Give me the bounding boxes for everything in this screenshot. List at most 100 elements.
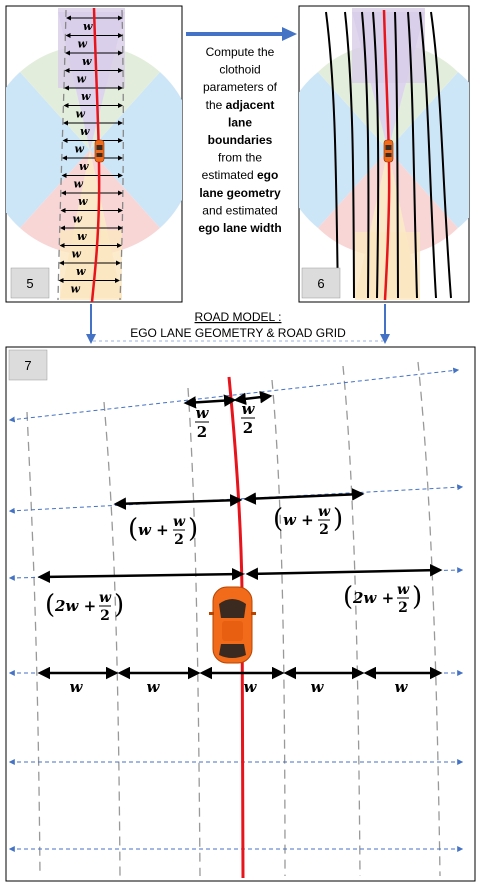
lane-grid-boundary [271, 379, 286, 877]
svg-text:w: w [397, 582, 410, 598]
adjacent-lane-boundaries-6 [325, 11, 452, 299]
svg-text:w +: w + [283, 511, 314, 529]
svg-text:w +: w + [138, 521, 169, 539]
svg-text:(: ( [128, 514, 138, 544]
description-line: boundaries [208, 133, 273, 147]
width-symbol: w [81, 90, 91, 103]
width-symbol: w [80, 125, 90, 138]
svg-text:2: 2 [197, 423, 207, 441]
lane-width-label: w [244, 678, 258, 696]
svg-text:): ) [333, 504, 343, 534]
description-line: lane geometry [199, 186, 281, 200]
lane-grid-boundary [342, 365, 361, 877]
description-line: Compute the [206, 45, 275, 59]
width-measure-arrow [233, 390, 273, 406]
description-line: parameters of [203, 80, 278, 94]
lane-grid-boundary [26, 411, 41, 877]
width-measure-arrow [245, 563, 443, 581]
lane-width-label: w [311, 678, 325, 696]
svg-text:(: ( [45, 590, 55, 620]
width-measure-arrow [243, 488, 365, 505]
svg-text:(: ( [273, 504, 283, 534]
width-symbol: w [77, 230, 87, 243]
description-line: lane [228, 115, 252, 129]
lane-boundary-line [430, 11, 452, 299]
svg-text:): ) [188, 514, 198, 544]
ego-lane-path-5 [90, 7, 101, 303]
svg-text:): ) [114, 590, 124, 620]
width-symbol: w [73, 213, 83, 226]
lane-boundary-line [325, 11, 339, 299]
svg-text:2: 2 [319, 522, 329, 538]
lane-boundary-line [372, 11, 380, 299]
lane-boundary-line [361, 11, 370, 299]
flow-arrow-5-to-6 [186, 27, 297, 41]
width-symbol: w [79, 160, 89, 173]
description-line: from the [218, 151, 262, 165]
svg-text:w: w [99, 590, 112, 606]
panel-5-number-box [10, 267, 50, 299]
width-symbol: w [72, 248, 82, 261]
panel-6-number-box [301, 267, 341, 299]
label-2w-plus-half-left: ( 2w + w 2 ) [45, 590, 124, 624]
road-model-title: ROAD MODEL : [195, 310, 282, 324]
label-w-plus-half-left: ( w + w 2 ) [128, 514, 198, 548]
svg-text:): ) [412, 582, 422, 612]
ego-lane-path-6 [382, 9, 391, 301]
lane-boundary-line [394, 11, 399, 299]
svg-text:(: ( [343, 582, 353, 612]
width-measure-arrows [37, 390, 443, 680]
ego-car-5 [94, 139, 105, 163]
ego-car-6 [383, 139, 394, 163]
svg-text:2w +: 2w + [54, 597, 96, 615]
lane-boundary-line [344, 11, 355, 299]
road-model-subtitle: EGO LANE GEOMETRY & ROAD GRID [130, 326, 346, 340]
svg-text:w: w [196, 404, 210, 422]
width-symbol: w [76, 265, 86, 278]
lane-boundary-line [407, 11, 418, 299]
svg-text:2: 2 [243, 419, 253, 437]
lane-width-label: w [147, 678, 161, 696]
width-symbol: w [78, 195, 88, 208]
description-line: ego lane width [198, 221, 281, 235]
svg-text:2: 2 [100, 608, 110, 624]
panel-6: 6 [298, 5, 470, 303]
lane-width-label: w [70, 678, 84, 696]
width-symbol: w [82, 55, 92, 68]
width-symbol: w [76, 108, 86, 121]
svg-text:2: 2 [174, 532, 184, 548]
panel-7: 7 w 2 w 2 ( w + w [5, 346, 476, 882]
width-symbol: w [83, 20, 93, 33]
svg-text:w: w [242, 400, 256, 418]
lane-width-label: w [395, 678, 409, 696]
lane-grid-boundary [417, 361, 441, 877]
lane-boundary-line [419, 11, 437, 299]
description-line: clothoid [219, 63, 260, 77]
description-line: the adjacent [206, 98, 275, 112]
width-symbol: w [75, 143, 85, 156]
svg-text:w: w [173, 514, 186, 530]
width-symbol: w [77, 73, 87, 86]
lane-grid-boundary [187, 387, 201, 877]
svg-text:2: 2 [398, 600, 408, 616]
ego-car [209, 586, 256, 664]
label-half-width-left: w 2 [195, 404, 210, 441]
description-line: estimated ego [202, 168, 279, 182]
width-symbol: w [71, 283, 81, 296]
svg-text:w: w [318, 504, 331, 520]
label-w-plus-half-right: ( w + w 2 ) [273, 504, 343, 538]
width-measure-arrow [183, 394, 237, 409]
flow-arrows-to-road-model [86, 304, 390, 344]
width-measure-arrow [37, 567, 245, 584]
panel-7-number: 7 [24, 358, 31, 373]
svg-text:2w +: 2w + [352, 589, 394, 607]
label-2w-plus-half-right: ( 2w + w 2 ) [343, 582, 422, 616]
width-symbol: w [78, 38, 88, 51]
panel-5-number: 5 [26, 276, 33, 291]
description-line: and estimated [202, 203, 277, 217]
width-measure-arrow [113, 494, 243, 510]
width-symbol: w [74, 178, 84, 191]
